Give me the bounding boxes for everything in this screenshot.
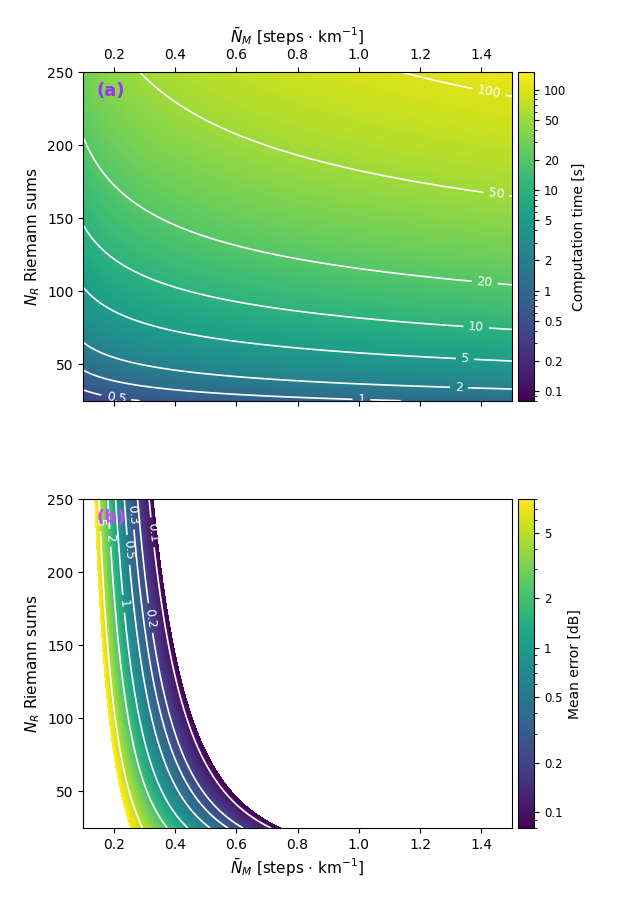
Text: 10: 10	[468, 320, 484, 334]
Text: 2: 2	[455, 381, 463, 394]
Text: 2: 2	[104, 534, 117, 542]
Text: 5: 5	[93, 518, 107, 526]
Text: 1: 1	[116, 599, 131, 608]
Y-axis label: Computation time [s]: Computation time [s]	[572, 162, 586, 310]
Text: 20: 20	[476, 275, 493, 290]
Y-axis label: $N_R$ Riemann sums: $N_R$ Riemann sums	[23, 595, 42, 733]
X-axis label: $\bar{N}_M$ [steps $\cdot$ km$^{-1}$]: $\bar{N}_M$ [steps $\cdot$ km$^{-1}$]	[230, 25, 365, 48]
Text: 5: 5	[461, 352, 469, 365]
Text: (b): (b)	[96, 509, 125, 527]
Text: 50: 50	[488, 186, 505, 202]
Text: 0.2: 0.2	[143, 608, 158, 629]
Y-axis label: Mean error [dB]: Mean error [dB]	[568, 608, 582, 718]
Text: 0.3: 0.3	[125, 504, 140, 525]
Text: 100: 100	[476, 84, 502, 101]
Y-axis label: $N_R$ Riemann sums: $N_R$ Riemann sums	[23, 167, 42, 305]
Text: (a): (a)	[96, 82, 125, 100]
Text: 0.1: 0.1	[145, 522, 160, 543]
Text: 1: 1	[357, 393, 365, 406]
Text: 0.5: 0.5	[106, 390, 127, 406]
X-axis label: $\bar{N}_M$ [steps $\cdot$ km$^{-1}$]: $\bar{N}_M$ [steps $\cdot$ km$^{-1}$]	[230, 858, 365, 879]
Text: 0.5: 0.5	[121, 539, 136, 561]
